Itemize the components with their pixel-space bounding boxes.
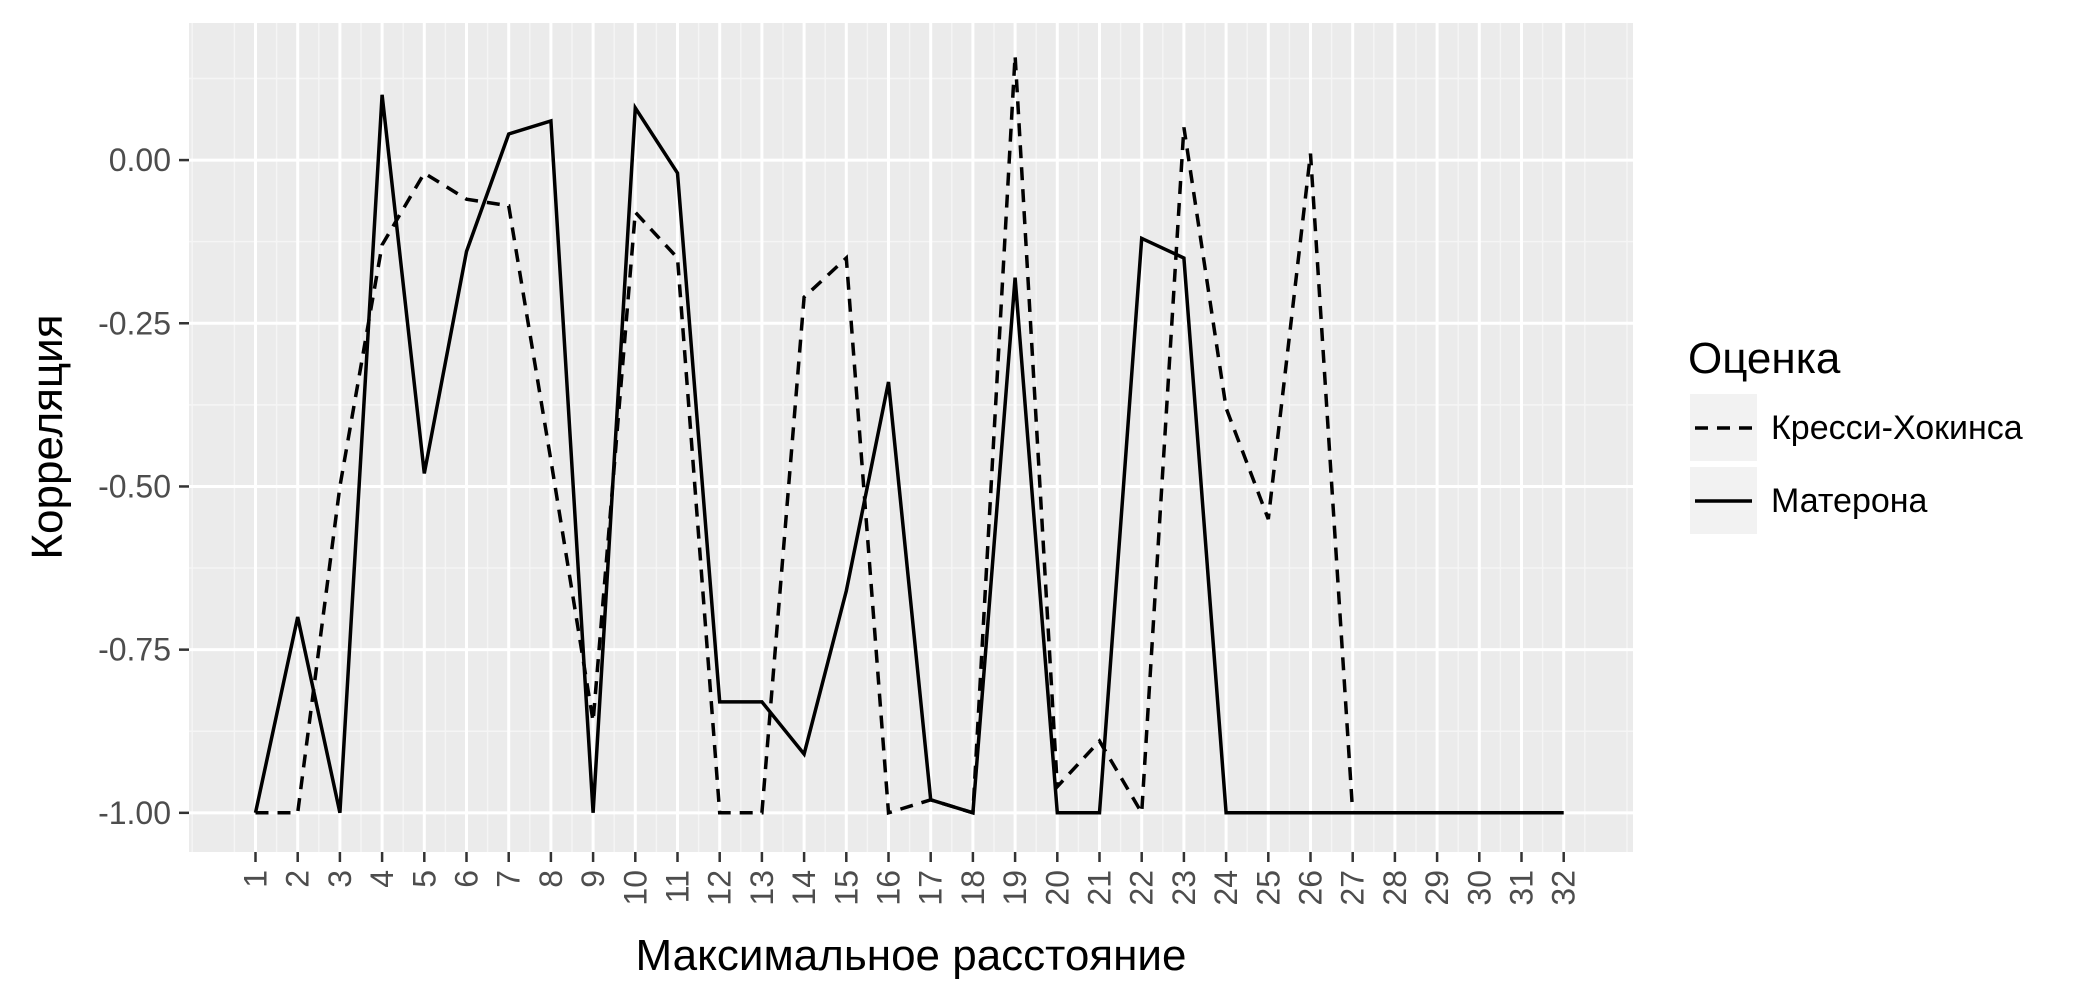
y-tick-label: -1.00 bbox=[98, 795, 171, 831]
legend-title: Оценка bbox=[1688, 334, 1841, 383]
y-axis-title: Корреляция bbox=[23, 314, 72, 559]
x-tick-label: 24 bbox=[1208, 870, 1244, 906]
x-tick-label: 12 bbox=[702, 870, 738, 906]
x-tick-label: 6 bbox=[449, 870, 485, 888]
x-tick-label: 5 bbox=[406, 870, 442, 888]
grid-lines bbox=[189, 23, 1633, 852]
x-tick-label: 28 bbox=[1377, 870, 1413, 906]
x-tick-label: 7 bbox=[491, 870, 527, 888]
x-tick-label: 29 bbox=[1419, 870, 1455, 906]
series-line-matheron bbox=[253, 94, 1564, 816]
x-tick-label: 20 bbox=[1039, 870, 1075, 906]
x-tick-label: 16 bbox=[871, 870, 907, 906]
legend-label-matheron: Матерона bbox=[1771, 482, 1928, 520]
y-tick-label: 0.00 bbox=[109, 142, 171, 178]
x-axis-title: Максимальное расстояние bbox=[636, 931, 1187, 980]
x-tick-label: 17 bbox=[913, 870, 949, 906]
x-tick-label: 25 bbox=[1250, 870, 1286, 906]
series-line-cressie-hawkins bbox=[255, 55, 1564, 819]
x-tick-label: 26 bbox=[1293, 870, 1329, 906]
x-tick-label: 30 bbox=[1461, 870, 1497, 906]
y-tick-label: -0.75 bbox=[98, 632, 171, 668]
x-tick-label: 14 bbox=[786, 870, 822, 906]
x-tick-label: 1 bbox=[238, 870, 274, 888]
x-tick-label: 19 bbox=[997, 870, 1033, 906]
x-tick-label: 10 bbox=[617, 870, 653, 906]
x-tick-label: 23 bbox=[1166, 870, 1202, 906]
x-tick-label: 8 bbox=[533, 870, 569, 888]
x-tick-label: 15 bbox=[828, 870, 864, 906]
x-tick-label: 22 bbox=[1124, 870, 1160, 906]
x-tick-label: 9 bbox=[575, 870, 611, 888]
x-tick-label: 18 bbox=[955, 870, 991, 906]
y-tick-label: -0.50 bbox=[98, 468, 171, 504]
legend-label-cressie-hawkins: Кресси-Хокинса bbox=[1771, 409, 2023, 447]
x-tick-label: 4 bbox=[364, 870, 400, 888]
y-tick-label: -0.25 bbox=[98, 305, 171, 341]
x-tick-label: 3 bbox=[322, 870, 358, 888]
series-lines bbox=[253, 55, 1564, 819]
x-tick-label: 2 bbox=[280, 870, 316, 888]
x-axis: 1 2 3 4 5 6 7 8 9 10 11 12 13 14 15 16 17 18 19 20 21 22 23 24 2… bbox=[238, 852, 1582, 906]
x-tick-label: 27 bbox=[1335, 870, 1371, 906]
x-tick-label: 13 bbox=[744, 870, 780, 906]
x-tick-label: 11 bbox=[660, 870, 696, 903]
legend: Оценка Кресси-Хокинса Матерона bbox=[1688, 334, 2023, 534]
x-tick-label: 32 bbox=[1546, 870, 1582, 906]
y-axis: 0.00 -0.25 -0.50 -0.75 -1.00 bbox=[98, 142, 189, 831]
x-tick-label: 31 bbox=[1504, 870, 1540, 906]
x-tick-label: 21 bbox=[1082, 870, 1118, 906]
